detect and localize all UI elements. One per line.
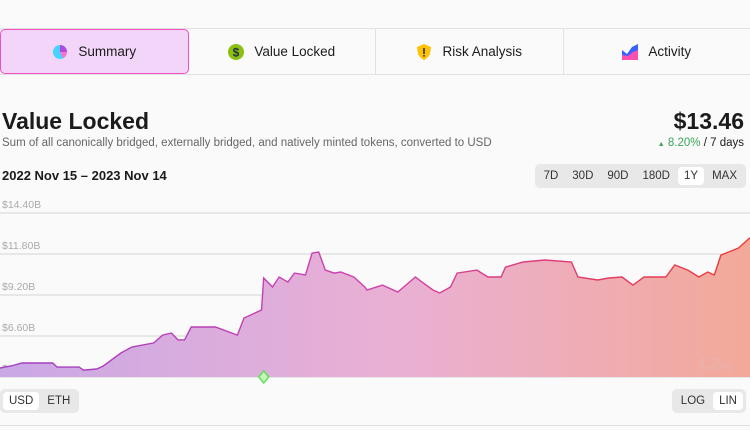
tvl-chart[interactable] [0, 190, 750, 390]
tvl-line [0, 237, 750, 371]
tab-label: Risk Analysis [442, 44, 523, 59]
range-button-7d[interactable]: 7D [543, 170, 559, 182]
total-value: $13.46 [673, 108, 744, 134]
y-tick-label: $11.80B [2, 240, 41, 252]
range-button-30d[interactable]: 30D [572, 170, 594, 182]
dollar-coin-icon: $ [228, 43, 245, 60]
tab-summary[interactable]: Summary [0, 29, 189, 74]
divider [0, 425, 750, 426]
tab-risk-analysis[interactable]: Risk Analysis [376, 29, 564, 74]
y-tick-label: $9.20B [2, 281, 36, 293]
event-marker-icon [257, 369, 270, 385]
currency-button-eth[interactable]: ETH [47, 395, 71, 407]
y-tick-label: $6.60B [2, 322, 36, 334]
shield-warning-icon [417, 43, 432, 60]
tab-label: Activity [648, 44, 692, 59]
range-button-max[interactable]: MAX [712, 170, 737, 182]
activity-chart-icon [622, 43, 639, 60]
svg-text:$: $ [233, 45, 240, 59]
time-range-selector: 7D 30D 90D 180D 1Y MAX [534, 164, 746, 188]
scale-selector: LOG LIN [671, 389, 746, 413]
tab-value-locked[interactable]: $ Value Locked [189, 29, 376, 74]
scale-button-log[interactable]: LOG [680, 395, 706, 407]
change-period: / 7 days [700, 137, 744, 149]
currency-button-usd[interactable]: USD [3, 392, 40, 410]
range-button-90d[interactable]: 90D [607, 170, 629, 182]
range-button-180d[interactable]: 180D [642, 170, 671, 182]
value-change: ▲ 8.20% / 7 days [658, 137, 744, 149]
y-tick-label: $14.40B [2, 199, 42, 211]
area-fill [0, 237, 750, 377]
pie-chart-icon [53, 44, 68, 59]
tab-label: Value Locked [254, 44, 336, 59]
page-description: Sum of all canonically bridged, external… [2, 137, 492, 149]
tab-label: Summary [78, 44, 137, 59]
scale-button-lin[interactable]: LIN [713, 392, 743, 410]
page-title: Value Locked [2, 108, 150, 134]
l2beat-watermark: L2BE [700, 354, 733, 373]
range-button-1y[interactable]: 1Y [678, 167, 705, 185]
change-arrow-icon: ▲ [657, 141, 665, 148]
change-percent: 8.20% [667, 137, 701, 149]
tab-bar: Summary $ Value Locked Risk Analysis Act… [0, 28, 750, 75]
tab-activity[interactable]: Activity [564, 29, 750, 74]
currency-selector: USD ETH [0, 389, 80, 413]
date-range: 2022 Nov 15 – 2023 Nov 14 [2, 168, 167, 183]
